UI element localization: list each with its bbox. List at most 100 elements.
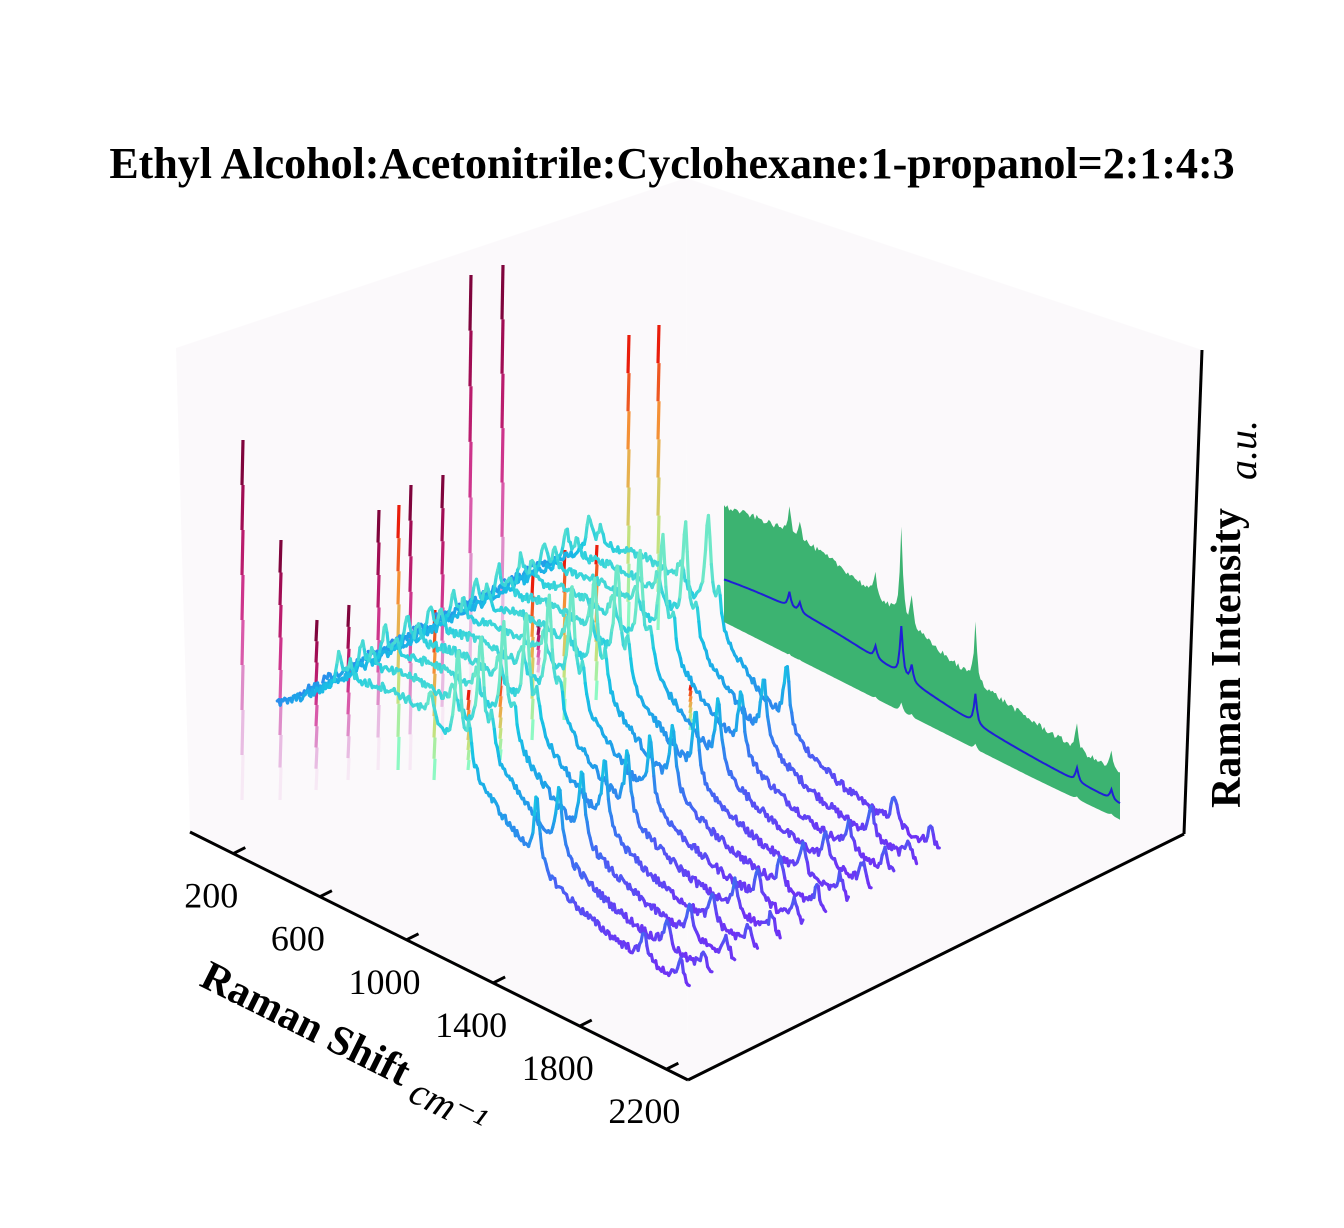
peak-spike-segment bbox=[278, 702, 283, 736]
spectrum-segment bbox=[649, 741, 655, 762]
spectrum-segment bbox=[543, 632, 549, 661]
peak-spike-segment bbox=[536, 634, 541, 643]
spectrum-segment bbox=[479, 635, 485, 660]
z-axis-line bbox=[1182, 349, 1204, 835]
chart-title: Ethyl Alcohol:Acetonitrile:Cyclohexane:1… bbox=[109, 139, 1234, 188]
peak-spike-segment bbox=[562, 634, 567, 657]
peak-spike-segment bbox=[376, 574, 381, 608]
spectrum-segment bbox=[626, 754, 632, 775]
spectrum-segment bbox=[644, 756, 650, 774]
spectrum-segment bbox=[564, 639, 570, 657]
peak-spike-segment bbox=[376, 509, 381, 543]
spectrum-segment bbox=[731, 956, 737, 962]
x-axis-label: Raman Shift cm⁻¹ bbox=[194, 953, 494, 1144]
spectrum-segment bbox=[812, 885, 818, 900]
peak-spike-segment bbox=[498, 727, 503, 739]
peak-spike-segment bbox=[466, 699, 471, 711]
peak-spike-segment bbox=[530, 636, 535, 658]
spectrum-segment bbox=[871, 806, 876, 825]
peak-spike-segment bbox=[440, 474, 445, 509]
spectrum-segment bbox=[451, 699, 456, 717]
spectrum-segment bbox=[527, 662, 533, 680]
spectrum-segment bbox=[719, 724, 724, 742]
mean-spectrum-band bbox=[723, 505, 1121, 820]
peak-spike-segment bbox=[536, 664, 541, 673]
peak-spike-segment bbox=[626, 449, 631, 488]
spectrum-segment bbox=[590, 583, 595, 615]
spectrum-segment bbox=[757, 700, 762, 719]
spectrum-segment bbox=[606, 797, 612, 813]
spectrum-segment bbox=[650, 757, 656, 778]
spectrum-segment bbox=[402, 621, 407, 635]
peak-spike-segment bbox=[440, 706, 445, 741]
mean-spectrum-line bbox=[723, 578, 1121, 805]
peak-spike bbox=[278, 539, 283, 801]
spectrum-segment bbox=[790, 711, 795, 726]
peak-spike-segment bbox=[500, 482, 505, 537]
spectrum-segment bbox=[680, 959, 686, 975]
peak-spike-segment bbox=[440, 673, 445, 707]
spectrum-segment bbox=[710, 734, 715, 749]
spectrum-segment bbox=[559, 680, 565, 694]
peak-spike-segment bbox=[408, 556, 413, 592]
spectrum-segment bbox=[426, 692, 431, 706]
peak-spike-segment bbox=[656, 363, 661, 402]
spectrum-segment bbox=[591, 619, 596, 633]
spectrum-segment bbox=[685, 550, 691, 584]
spectrum-segment bbox=[740, 694, 745, 709]
spectrum-segment bbox=[514, 568, 520, 585]
peak-spike-segment bbox=[536, 627, 541, 636]
spectrum-segment bbox=[696, 731, 701, 753]
spectrum-segment bbox=[652, 774, 657, 794]
spectrum-segment bbox=[459, 596, 465, 613]
x-axis-line bbox=[189, 830, 689, 1082]
peak-spike-segment bbox=[346, 604, 351, 627]
x-tick-mark bbox=[405, 932, 420, 942]
spectrum-segment bbox=[767, 723, 773, 737]
x-tick-label: 2200 bbox=[608, 1091, 680, 1131]
spectrum-segment bbox=[774, 863, 780, 879]
spectrum-segment bbox=[709, 562, 715, 584]
spectrum-segment bbox=[549, 620, 554, 652]
peak-spike-segment bbox=[498, 685, 503, 697]
x-tick-label: 200 bbox=[184, 876, 238, 916]
peak-spike-segment bbox=[346, 626, 351, 649]
peak-spike-segment bbox=[432, 716, 437, 738]
spectrum-segment bbox=[678, 577, 683, 599]
spectrum-segment bbox=[643, 932, 649, 948]
spectrum-segment bbox=[475, 767, 481, 781]
x-tick-label: 1400 bbox=[435, 1005, 507, 1045]
spectrum-segment bbox=[585, 640, 591, 654]
peak-spike-segment bbox=[594, 544, 599, 565]
spectrum-segment bbox=[697, 748, 703, 767]
spectrum-segment bbox=[560, 690, 566, 711]
spectrum-segment bbox=[718, 593, 724, 615]
peak-spike-segment bbox=[466, 739, 471, 751]
spectrum-segment bbox=[785, 665, 791, 684]
spectrum-segment bbox=[547, 593, 553, 624]
spectrum-segment bbox=[655, 591, 661, 605]
spectrum-segment bbox=[582, 793, 588, 817]
spectrum-segment bbox=[638, 548, 644, 581]
peak-spike-segment bbox=[408, 484, 413, 521]
spectrum-segment bbox=[531, 812, 537, 835]
spectrum-segment bbox=[593, 576, 598, 604]
spectrum-segment bbox=[622, 762, 627, 785]
spectrum-segment bbox=[631, 796, 636, 813]
spectrum-segment bbox=[634, 584, 639, 611]
spectrum-segment bbox=[583, 681, 589, 696]
spectrum-segment bbox=[657, 568, 662, 595]
spectrum-segment bbox=[702, 771, 707, 786]
peak-spike-segment bbox=[656, 515, 661, 554]
spectrum-segment bbox=[763, 678, 768, 703]
peak-spike-segment bbox=[240, 484, 245, 531]
peak-spike-segment bbox=[314, 768, 319, 791]
peak-spike-segment bbox=[498, 738, 503, 750]
spectrum-segment bbox=[503, 648, 509, 679]
spectrum-segment bbox=[697, 620, 702, 639]
spectrum-segment bbox=[578, 770, 583, 791]
peak-spike-segment bbox=[688, 701, 693, 708]
peak-spike-segment bbox=[396, 504, 401, 539]
peak-spike-segment bbox=[346, 714, 351, 737]
spectrum-segment bbox=[741, 705, 747, 734]
